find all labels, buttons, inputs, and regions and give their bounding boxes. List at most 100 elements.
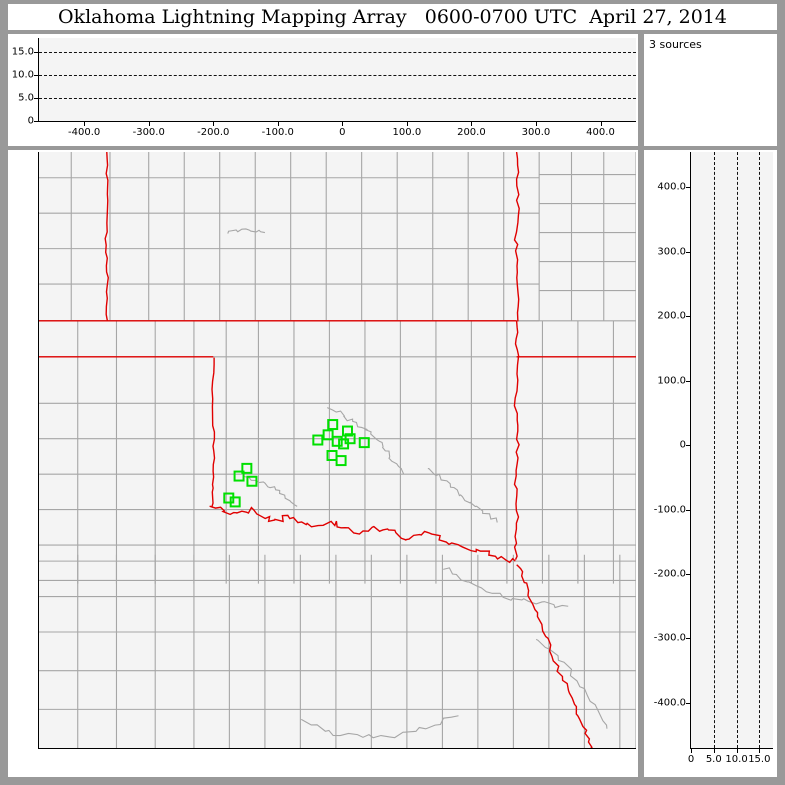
y-tick-mark — [38, 187, 39, 188]
source-marker — [358, 437, 370, 449]
x-tick-label: 5.0 — [705, 754, 722, 765]
altitude-vs-north-panel: 0 5.0 10.0 15.0 -400.0 -300.0 -200.0 -100.0 0 100… — [644, 150, 777, 777]
county-boundaries — [39, 152, 636, 748]
y-tick-mark — [38, 445, 39, 446]
y-tick-mark — [34, 97, 39, 99]
lightning-source-markers — [223, 419, 370, 508]
source-count-label: 3 sources — [649, 38, 702, 51]
y-tick-label: 200.0 — [657, 310, 686, 322]
source-marker — [344, 433, 356, 445]
source-marker — [327, 419, 339, 431]
source-marker — [335, 455, 347, 467]
altitude-vs-east-panel: 0 5.0 10.0 15.0 -400.0 -300.0 -200.0 -100.0 0 100… — [8, 34, 638, 146]
x-tick-label: 100.0 — [392, 127, 422, 138]
y-tick-mark — [686, 509, 691, 511]
gridline-v — [736, 152, 738, 748]
x-tick-mark — [536, 748, 537, 749]
x-tick-label: 200.0 — [457, 127, 486, 138]
x-tick-label: 0 — [687, 754, 695, 765]
x-tick-mark — [713, 748, 715, 753]
x-tick-label: 0 — [339, 127, 346, 138]
y-tick-mark — [686, 251, 691, 253]
altitude-vs-north-plot-area[interactable]: 0 5.0 10.0 15.0 -400.0 -300.0 -200.0 -100.0 0 100… — [654, 152, 773, 765]
sources-info-panel: 3 sources — [644, 34, 777, 146]
y-tick-label: 5.0 — [18, 92, 34, 104]
y-tick-mark — [34, 121, 39, 122]
y-tick-label: -300.0 — [653, 632, 686, 644]
x-tick-mark — [342, 121, 344, 126]
x-tick-mark — [148, 121, 150, 126]
gridline-v — [713, 152, 715, 748]
x-tick-label: -300.0 — [132, 127, 165, 138]
y-tick-mark — [38, 638, 39, 639]
state-boundaries — [39, 152, 636, 748]
y-tick-mark — [686, 574, 691, 576]
x-tick-mark — [406, 121, 408, 126]
source-marker — [229, 496, 241, 508]
y-tick-mark — [686, 638, 691, 640]
y-tick-mark — [686, 380, 691, 382]
x-tick-mark — [407, 748, 408, 749]
y-tick-mark — [686, 187, 691, 189]
source-marker — [322, 429, 334, 441]
y-tick-mark — [34, 51, 39, 53]
y-tick-mark — [38, 316, 39, 317]
y-tick-mark — [38, 252, 39, 253]
x-tick-label: 15.0 — [748, 754, 771, 765]
plan-view-map-plot-area[interactable]: -400.0-300.0-200.0-100.00100.0200.0300.0… — [38, 152, 636, 749]
x-tick-mark — [471, 121, 473, 126]
x-tick-label: 10.0 — [725, 754, 748, 765]
y-tick-label: 400.0 — [657, 181, 686, 193]
x-tick-mark — [277, 121, 279, 126]
source-marker — [241, 462, 253, 474]
x-tick-label: 400.0 — [586, 127, 615, 138]
y-tick-label: 300.0 — [657, 246, 686, 258]
x-tick-mark — [759, 748, 761, 753]
y-tick-mark — [38, 574, 39, 575]
x-tick-mark — [600, 121, 602, 126]
altitude-vs-east-data-layer — [39, 38, 636, 121]
x-tick-mark — [149, 748, 150, 749]
x-tick-mark — [601, 748, 602, 749]
gridline-h — [39, 51, 636, 53]
x-tick-mark — [535, 121, 537, 126]
y-tick-label: 15.0 — [11, 46, 34, 58]
y-tick-label: -200.0 — [653, 568, 686, 580]
page-title: Oklahoma Lightning Mapping Array 0600-07… — [58, 6, 727, 28]
source-marker — [312, 434, 324, 446]
y-tick-label: 100.0 — [657, 375, 686, 387]
title-panel: Oklahoma Lightning Mapping Array 0600-07… — [8, 4, 777, 30]
y-tick-mark — [38, 703, 39, 704]
x-tick-mark — [84, 748, 85, 749]
source-marker — [246, 475, 258, 487]
map-geography-layer — [39, 152, 636, 748]
altitude-vs-east-plot-area[interactable]: 0 5.0 10.0 15.0 -400.0 -300.0 -200.0 -100.0 0 100… — [12, 38, 636, 138]
x-tick-mark — [213, 748, 214, 749]
y-tick-label: -100.0 — [653, 504, 686, 516]
x-tick-mark — [84, 121, 86, 126]
y-tick-mark — [34, 74, 39, 76]
y-tick-label: 10.0 — [11, 69, 34, 81]
y-tick-mark — [38, 510, 39, 511]
x-tick-label: -400.0 — [68, 127, 101, 138]
plan-view-map-panel: -400.0-300.0-200.0-100.00100.0200.0300.0… — [8, 150, 638, 777]
source-marker — [341, 425, 353, 437]
x-tick-label: -200.0 — [197, 127, 230, 138]
source-marker — [233, 470, 245, 482]
x-tick-mark — [736, 748, 738, 753]
gridline-v — [759, 152, 761, 748]
y-tick-label: 0 — [27, 115, 34, 127]
y-tick-mark — [38, 381, 39, 382]
y-tick-mark — [686, 316, 691, 318]
gridline-h — [39, 97, 636, 99]
x-tick-mark — [471, 748, 472, 749]
gridline-h — [39, 74, 636, 76]
x-tick-mark — [691, 748, 692, 753]
x-tick-mark — [213, 121, 215, 126]
y-tick-label: -400.0 — [653, 697, 686, 709]
x-tick-label: -100.0 — [261, 127, 294, 138]
x-tick-label: 300.0 — [521, 127, 551, 138]
x-tick-mark — [342, 748, 343, 749]
x-tick-mark — [278, 748, 279, 749]
